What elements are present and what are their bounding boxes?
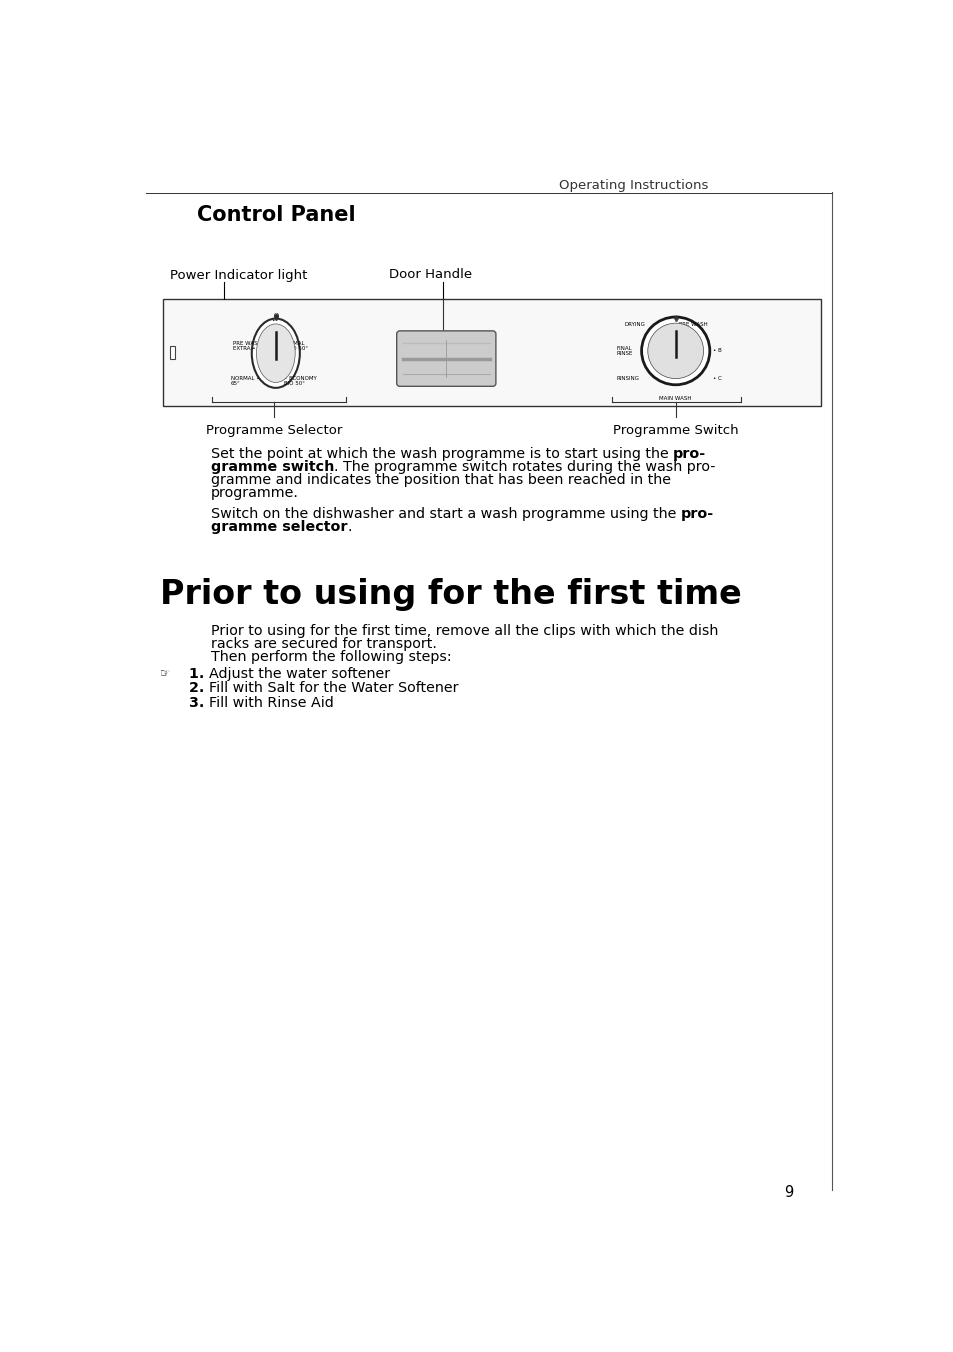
Text: Door Handle: Door Handle: [389, 269, 472, 281]
Text: Switch on the dishwasher and start a wash programme using the: Switch on the dishwasher and start a was…: [211, 507, 679, 522]
Text: Set the point at which the wash programme is to start using the: Set the point at which the wash programm…: [211, 448, 672, 461]
Text: 2.: 2.: [189, 681, 209, 695]
Text: O: O: [273, 314, 278, 318]
Text: Programme Switch: Programme Switch: [612, 425, 738, 437]
Text: ☞: ☞: [159, 667, 170, 680]
Ellipse shape: [252, 319, 299, 388]
Text: 9: 9: [783, 1184, 793, 1199]
Text: EXTRA •: EXTRA •: [233, 346, 255, 352]
Text: RINSE: RINSE: [617, 352, 633, 356]
Text: Operating Instructions: Operating Instructions: [558, 180, 707, 192]
Text: gramme switch: gramme switch: [211, 460, 334, 475]
Text: . The programme switch rotates during the wash pro-: . The programme switch rotates during th…: [334, 460, 715, 475]
Text: gramme and indicates the position that has been reached in the: gramme and indicates the position that h…: [211, 473, 670, 487]
Text: DRYING: DRYING: [624, 322, 645, 327]
Text: 1.: 1.: [189, 667, 209, 680]
Bar: [163, 299, 820, 406]
Text: Power Indicator light: Power Indicator light: [170, 269, 307, 281]
Text: Control Panel: Control Panel: [196, 204, 355, 224]
Text: •: •: [271, 318, 274, 323]
Text: racks are secured for transport.: racks are secured for transport.: [211, 637, 436, 652]
Text: 3.: 3.: [189, 696, 209, 710]
Ellipse shape: [641, 316, 709, 385]
Text: gramme selector: gramme selector: [211, 521, 347, 534]
Text: .: .: [347, 521, 352, 534]
FancyBboxPatch shape: [396, 331, 496, 387]
Text: PRE WASH: PRE WASH: [679, 322, 707, 327]
Text: NORMAL: NORMAL: [282, 341, 305, 346]
Text: MAIN WASH: MAIN WASH: [659, 396, 691, 400]
Text: Prior to using for the first time: Prior to using for the first time: [159, 579, 740, 611]
Text: FINAL: FINAL: [617, 346, 632, 350]
Text: programme.: programme.: [211, 487, 298, 500]
Text: • ECONOMY: • ECONOMY: [283, 376, 316, 380]
Ellipse shape: [647, 323, 703, 379]
Text: BIO 50°: BIO 50°: [283, 381, 304, 385]
Text: • C: • C: [712, 376, 721, 381]
Text: Prior to using for the first time, remove all the clips with which the dish: Prior to using for the first time, remov…: [211, 625, 718, 638]
Text: Then perform the following steps:: Then perform the following steps:: [211, 650, 451, 664]
Text: • B: • B: [712, 347, 720, 353]
Ellipse shape: [256, 324, 294, 383]
Text: Programme Selector: Programme Selector: [206, 425, 342, 437]
Text: pro-: pro-: [679, 507, 713, 522]
Text: PRE WASH: PRE WASH: [233, 341, 262, 346]
Text: NORMAL •: NORMAL •: [231, 376, 259, 380]
Text: Fill with Rinse Aid: Fill with Rinse Aid: [209, 696, 334, 710]
Text: pro-: pro-: [672, 448, 705, 461]
Text: 65°: 65°: [231, 381, 240, 385]
Text: RINSING: RINSING: [617, 376, 639, 381]
Text: Adjust the water softener: Adjust the water softener: [209, 667, 390, 680]
Text: Fill with Salt for the Water Softener: Fill with Salt for the Water Softener: [209, 681, 458, 695]
Text: • BIO 50°: • BIO 50°: [282, 346, 308, 352]
Bar: [170, 346, 174, 360]
